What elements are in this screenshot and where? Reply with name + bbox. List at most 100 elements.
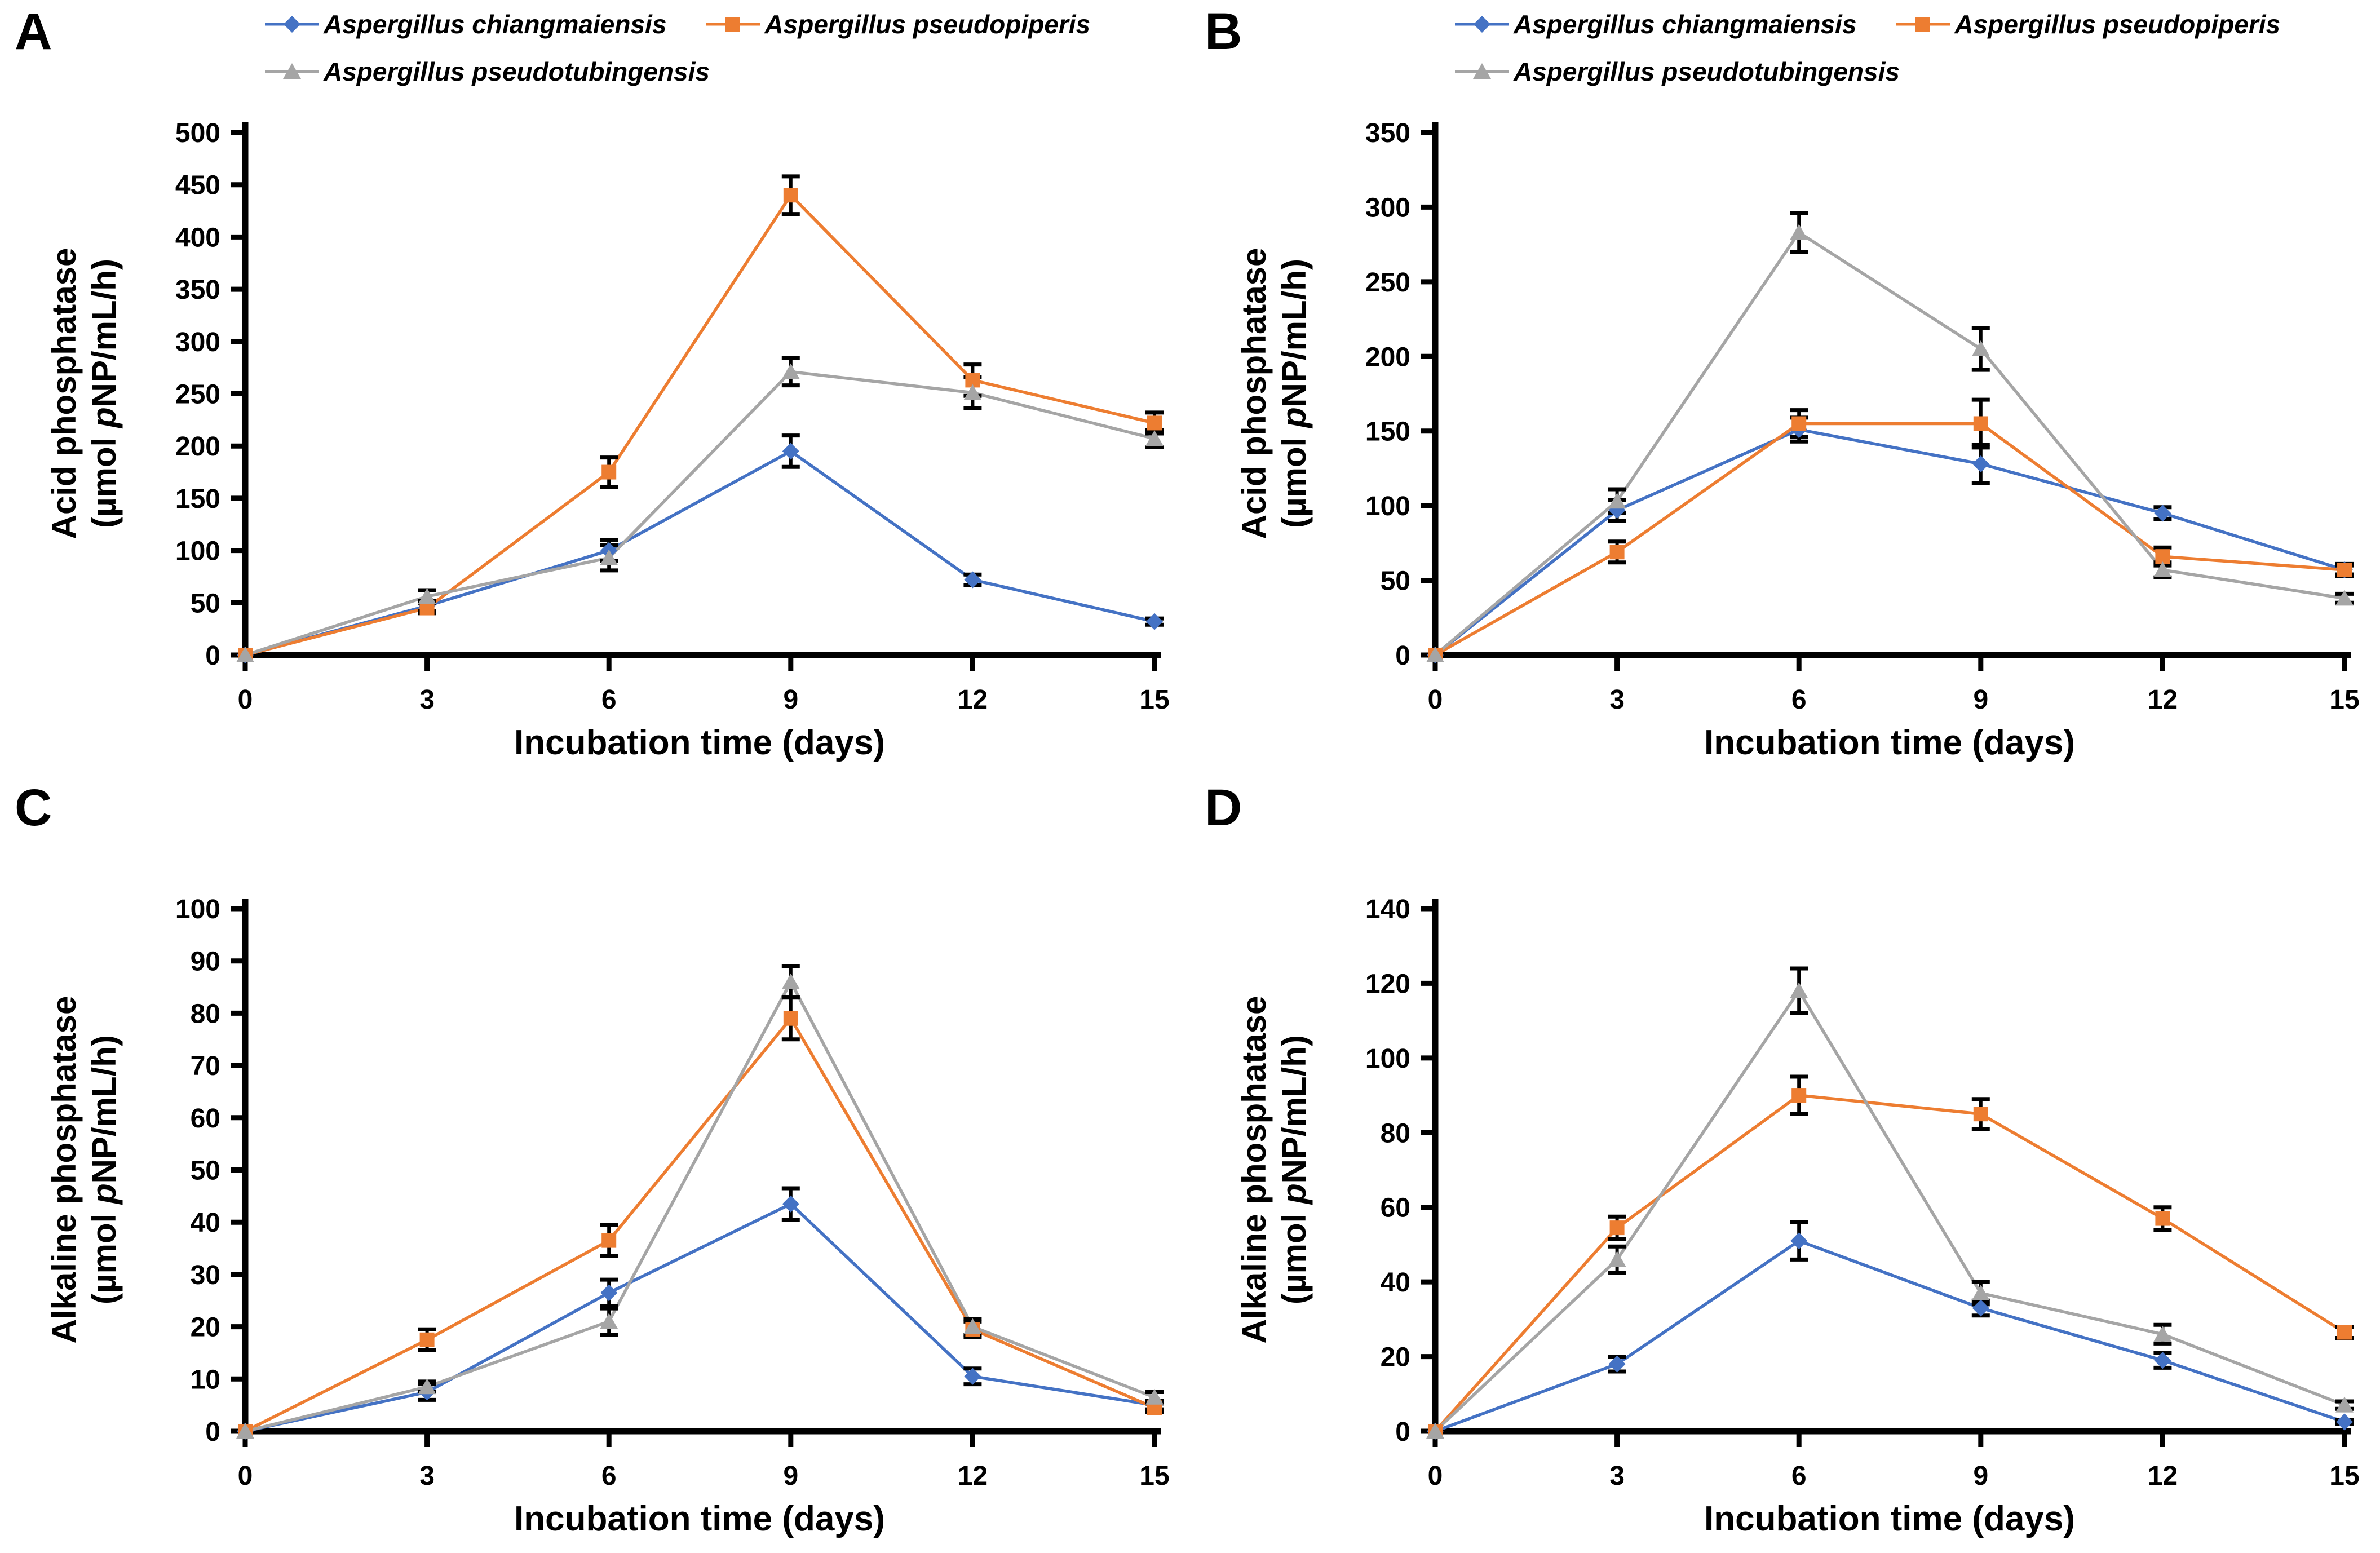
svg-text:9: 9 [1973,1461,1988,1491]
svg-text:20: 20 [1381,1343,1410,1373]
svg-text:100: 100 [175,895,220,924]
data-point-marker [1973,416,1988,431]
data-point-marker [963,1318,982,1334]
panel-b: B Aspergillus chiangmaiensis Aspergillus … [1190,0,2380,776]
data-point-marker [2155,1211,2170,1226]
data-point-marker [236,1423,254,1439]
svg-text:100: 100 [175,537,220,567]
y-axis-label: Acid phosphatase (µmol pNP/mL/h) [45,248,125,539]
svg-text:12: 12 [2148,1461,2178,1491]
data-point-marker [2153,1325,2172,1342]
data-point-marker [783,188,798,203]
series-line [1434,428,2345,657]
panel-letter-a: A [15,3,52,60]
panel-d: D 0 20 40 60 80 100 120 140 0 3 6 9 12 15 Alkaline ph… [1190,776,2380,1552]
legend-label: Aspergillus pseudopiperis [1954,10,2281,39]
series-line [245,192,1155,657]
data-point-marker [600,1313,618,1329]
svg-text:0: 0 [238,685,253,715]
legend-item: Aspergillus pseudopiperis [1896,9,2280,39]
data-point-marker [1609,1220,1625,1236]
y-axis-label-line2: (µmol pNP/mL/h) [85,1035,123,1304]
svg-text:200: 200 [1365,342,1410,372]
svg-text:100: 100 [1365,1044,1410,1074]
legend-item: Aspergillus chiangmaiensis [265,9,666,39]
plot-c: 0 10 20 30 40 50 60 70 80 90 100 0 3 6 9 12 15 [175,895,1170,1491]
svg-text:12: 12 [2148,685,2178,715]
diamond-legend-marker-icon [1455,16,1509,33]
series-line [245,1202,1155,1433]
svg-text:6: 6 [601,1461,617,1491]
svg-text:60: 60 [191,1104,220,1134]
y-axis-label-line1: Acid phosphatase [1235,247,1273,539]
data-point-marker [1972,455,1989,472]
triangle-legend-marker-icon [265,63,319,79]
square-legend-marker-icon [1896,17,1950,32]
svg-text:3: 3 [419,685,435,715]
y-axis-label-line2: (µmol pNP/mL/h) [85,259,123,528]
svg-text:40: 40 [191,1208,220,1238]
legend: Aspergillus chiangmaiensis Aspergillus ps… [1455,9,2334,87]
svg-text:0: 0 [238,1461,253,1491]
data-point-marker [781,973,800,989]
data-point-marker [1971,1285,1990,1301]
plot-a: 0 50 100 150 200 250 300 350 400 450 500 0 3 6 9 12 15 [175,118,1170,715]
y-axis-label-line2: (µmol pNP/mL/h) [1275,1035,1313,1304]
data-point-marker [1790,1232,1808,1250]
series-line [245,370,1155,657]
y-axis-label: Alkaline phosphatase (µmol pNP/mL/h) [1235,996,1315,1344]
svg-text:9: 9 [783,685,798,715]
svg-text:120: 120 [1365,969,1410,999]
svg-text:30: 30 [191,1260,220,1290]
svg-text:12: 12 [958,685,988,715]
legend-item: Aspergillus pseudopiperis [706,9,1090,39]
legend-label: Aspergillus pseudotubingensis [1514,57,1900,86]
legend-item: Aspergillus pseudotubingensis [265,56,710,87]
svg-text:350: 350 [175,275,220,305]
data-point-marker [2336,1413,2353,1431]
svg-text:3: 3 [1609,1461,1625,1491]
data-point-marker [1972,1299,1989,1317]
svg-text:15: 15 [2329,1461,2359,1491]
svg-text:300: 300 [1365,193,1410,223]
data-point-marker [1790,224,1808,240]
svg-text:15: 15 [2329,685,2359,715]
data-point-marker [1147,415,1162,431]
data-point-marker [1608,1251,1626,1267]
svg-text:150: 150 [175,484,220,514]
svg-text:100: 100 [1365,492,1410,521]
svg-text:3: 3 [419,1461,435,1491]
svg-text:80: 80 [1381,1118,1410,1148]
data-point-marker [2337,563,2352,578]
svg-text:9: 9 [783,1461,798,1491]
svg-text:250: 250 [1365,268,1410,298]
data-point-marker [600,549,618,565]
data-point-marker [783,1011,798,1026]
svg-text:300: 300 [175,328,220,357]
data-point-marker [2154,1352,2171,1369]
svg-text:6: 6 [1791,1461,1807,1491]
svg-text:80: 80 [191,999,220,1029]
data-point-marker [2155,549,2170,564]
data-point-marker [964,571,981,589]
data-point-marker [600,1284,618,1302]
triangle-legend-marker-icon [1455,63,1509,79]
svg-text:6: 6 [1791,685,1807,715]
data-point-marker [1973,1107,1988,1122]
svg-text:250: 250 [175,380,220,410]
svg-text:3: 3 [1609,685,1625,715]
svg-text:40: 40 [1381,1268,1410,1298]
data-point-marker [1608,1355,1626,1373]
svg-text:350: 350 [1365,118,1410,148]
series-line [245,978,1155,1433]
svg-text:450: 450 [175,171,220,201]
series-line [1434,230,2345,657]
svg-text:50: 50 [191,1156,220,1186]
data-point-marker [782,1195,799,1213]
y-axis-label-line1: Alkaline phosphatase [1235,995,1273,1344]
x-axis-label: Incubation time (days) [514,1499,885,1538]
svg-text:500: 500 [175,118,220,148]
x-axis-label: Incubation time (days) [1704,723,2075,762]
data-point-marker [418,1378,436,1395]
data-point-marker [1971,340,1990,357]
